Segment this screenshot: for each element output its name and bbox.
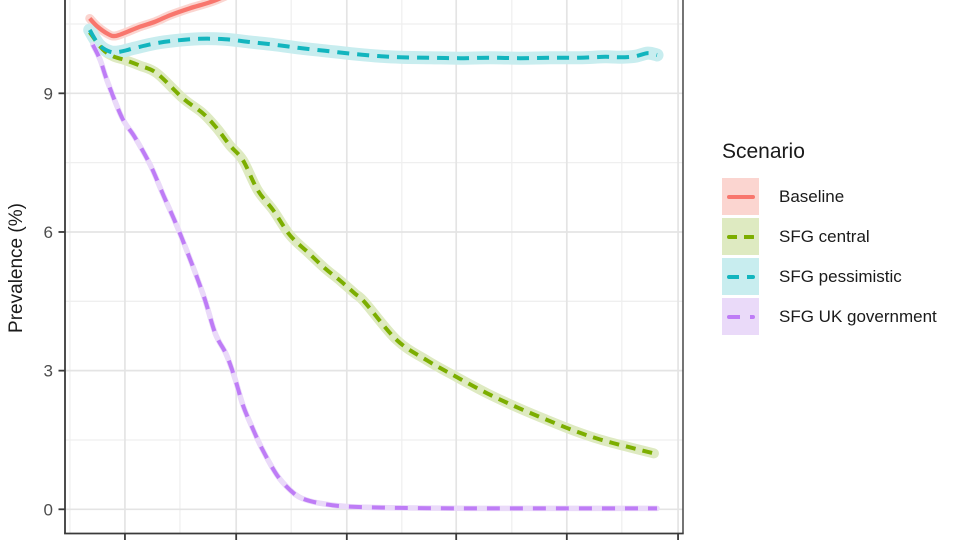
series-ribbon-sfg-uk-government xyxy=(90,42,660,512)
y-tick-label: 6 xyxy=(44,223,53,242)
y-tick-label: 3 xyxy=(44,362,53,381)
legend-label-sfg-pessimistic: SFG pessimistic xyxy=(779,266,902,286)
series-line-sfg-uk-government xyxy=(91,43,658,511)
y-tick-label: 9 xyxy=(44,84,53,103)
legend-item-sfg-central: SFG central xyxy=(722,218,937,256)
series-line-sfg-central xyxy=(88,31,655,456)
legend-item-sfg-uk-government: SFG UK government xyxy=(722,298,937,336)
y-tick-label: 0 xyxy=(44,500,53,519)
series-ribbon-sfg-central xyxy=(84,27,659,459)
series-line-baseline xyxy=(88,0,222,39)
legend-title: Scenario xyxy=(722,140,805,163)
legend-item-sfg-pessimistic: SFG pessimistic xyxy=(722,258,937,296)
legend-label-sfg-central: SFG central xyxy=(779,226,870,246)
baseline-line-swatch-icon xyxy=(722,178,759,216)
axis-layer xyxy=(58,0,684,540)
ribbons-layer xyxy=(83,0,664,512)
sfg-central-line-swatch-icon xyxy=(722,218,759,256)
sfg-uk-government-line-swatch-icon xyxy=(722,298,759,336)
y-axis-title: Prevalence (%) xyxy=(6,203,27,333)
sfg-pessimistic-line-swatch-icon xyxy=(722,258,759,296)
series-ribbon-sfg-pessimistic xyxy=(83,23,664,65)
legend: Scenario Baseline SFG central SFG pessim… xyxy=(722,139,937,338)
legend-label-baseline: Baseline xyxy=(779,186,845,206)
legend-item-baseline: Baseline xyxy=(722,178,937,216)
tick-labels-layer: 0 3 6 9 xyxy=(44,84,53,519)
legend-label-sfg-uk-government: SFG UK government xyxy=(779,306,937,326)
series-line-sfg-pessimistic xyxy=(88,28,658,61)
series-layer xyxy=(88,0,658,511)
